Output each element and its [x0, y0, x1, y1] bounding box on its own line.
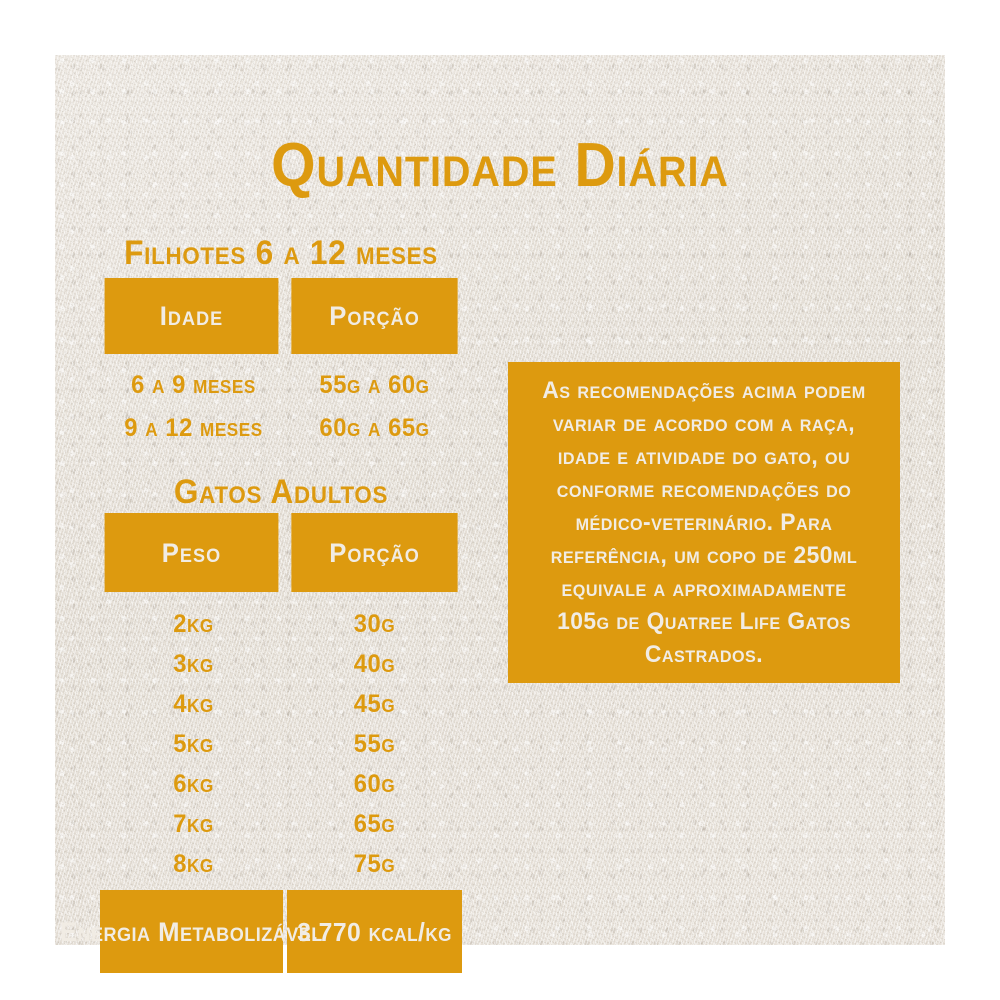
cell-portion: 65g	[353, 810, 396, 838]
puppy-column-header-portion: Porção	[291, 278, 458, 354]
cell-portion: 30g	[353, 610, 396, 638]
table-row: 3kg 40g	[100, 652, 462, 677]
cell-weight: 2kg	[173, 610, 214, 638]
table-row: 7kg 65g	[100, 812, 462, 837]
cell-weight: 5kg	[173, 730, 214, 758]
table-row: 4kg 45g	[100, 692, 462, 717]
note-text: As recomendações acima podem variar de a…	[542, 377, 866, 668]
cell-weight: 3kg	[173, 650, 214, 678]
cell-portion: 55g a 60g	[319, 371, 430, 399]
cell-weight: 8kg	[173, 850, 214, 878]
cell-weight: 7kg	[173, 810, 214, 838]
column-divider	[283, 513, 287, 592]
energy-row: Energia Metabolizável 3.770 kcal/kg	[60, 890, 462, 973]
cell-age: 9 a 12 meses	[124, 414, 263, 442]
paper-sheet: Quantidade Diária Filhotes 6 a 12 meses …	[55, 55, 945, 973]
adult-table-header-row: Peso Porção	[100, 513, 462, 592]
table-row: 8kg 75g	[100, 852, 462, 877]
table-row: 9 a 12 meses 60g a 65g	[100, 416, 462, 441]
cell-weight: 6kg	[173, 770, 214, 798]
column-divider	[283, 278, 287, 354]
cell-portion: 60g	[353, 770, 396, 798]
section-heading-puppies: Filhotes 6 a 12 meses	[124, 234, 438, 272]
energy-label: Energia Metabolizável	[60, 890, 322, 973]
puppy-table-header-row: Idade Porção	[100, 278, 462, 354]
cell-portion: 40g	[353, 650, 396, 678]
section-heading-adults: Gatos Adultos	[173, 473, 389, 511]
energy-value: 3.770 kcal/kg	[287, 890, 462, 973]
cell-portion: 45g	[353, 690, 396, 718]
cell-portion: 75g	[353, 850, 396, 878]
table-row: 6 a 9 meses 55g a 60g	[100, 373, 462, 398]
note-box: As recomendações acima podem variar de a…	[508, 362, 900, 683]
cell-age: 6 a 9 meses	[131, 371, 256, 399]
page-title: Quantidade Diária	[271, 131, 729, 200]
puppy-column-header-age: Idade	[104, 278, 279, 354]
cell-portion: 60g a 65g	[319, 414, 430, 442]
table-row: 5kg 55g	[100, 732, 462, 757]
adult-column-header-portion: Porção	[291, 513, 458, 592]
adult-column-header-weight: Peso	[104, 513, 279, 592]
table-row: 6kg 60g	[100, 772, 462, 797]
cell-weight: 4kg	[173, 690, 214, 718]
cell-portion: 55g	[353, 730, 396, 758]
table-row: 2kg 30g	[100, 612, 462, 637]
